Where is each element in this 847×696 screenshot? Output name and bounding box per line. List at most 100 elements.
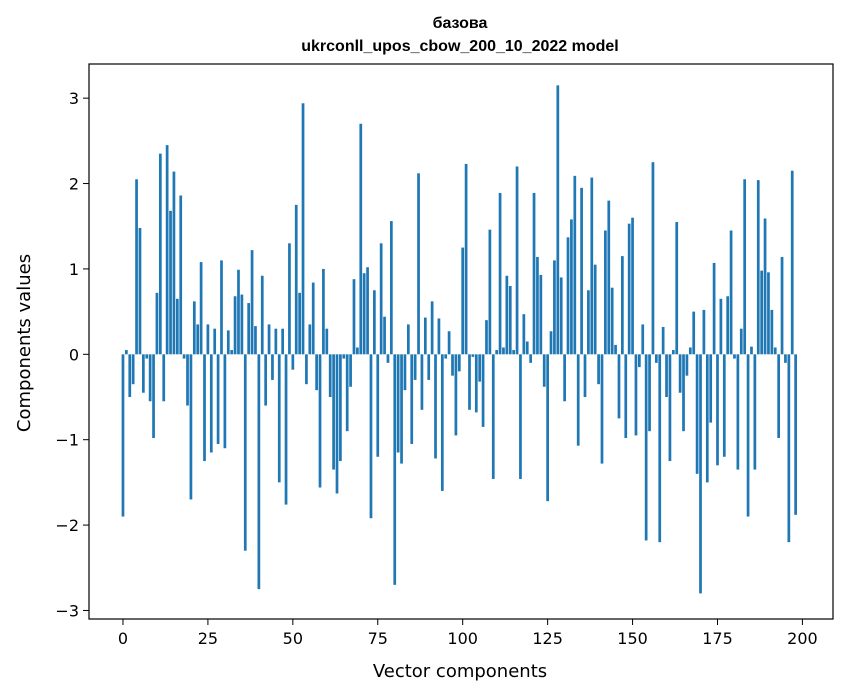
- bar-65: [342, 354, 346, 359]
- bar-20: [189, 354, 193, 500]
- bar-63: [335, 354, 339, 494]
- bar-142: [604, 230, 607, 355]
- bar-61: [328, 354, 332, 397]
- bar-11: [158, 153, 162, 355]
- bar-106: [481, 354, 485, 427]
- bar-78: [386, 354, 390, 363]
- bar-125: [546, 354, 549, 502]
- bar-154: [644, 354, 648, 541]
- bar-64: [339, 354, 342, 462]
- bar-159: [661, 326, 665, 355]
- bar-113: [505, 275, 509, 355]
- bar-18: [182, 354, 186, 359]
- bar-48: [284, 354, 288, 505]
- x-tick-label: 75: [368, 629, 388, 648]
- bar-132: [570, 219, 573, 355]
- bar-108: [488, 229, 492, 355]
- bar-189: [763, 218, 767, 355]
- bar-1: [125, 350, 128, 355]
- bar-12: [162, 354, 166, 402]
- bar-90: [427, 354, 431, 380]
- bar-44: [271, 354, 274, 380]
- bar-89: [423, 317, 427, 355]
- bar-163: [675, 221, 679, 355]
- bar-119: [525, 341, 529, 355]
- bar-166: [685, 354, 689, 376]
- y-tick-label: −3: [55, 601, 79, 620]
- bar-155: [648, 354, 651, 432]
- bar-59: [322, 268, 325, 355]
- bar-27: [213, 328, 217, 355]
- x-tick-label: 150: [617, 629, 648, 648]
- bar-107: [485, 320, 488, 355]
- bar-39: [254, 326, 257, 355]
- bar-53: [301, 103, 305, 355]
- bar-8: [148, 354, 152, 402]
- x-axis-ticks: 0 25 50 75 100 125 150 175 200: [118, 619, 818, 648]
- bar-45: [274, 328, 278, 355]
- bar-174: [712, 262, 716, 355]
- bar-66: [345, 354, 349, 432]
- bar-144: [610, 287, 614, 355]
- bar-153: [641, 324, 645, 355]
- bar-131: [566, 237, 570, 355]
- x-tick-label: 100: [447, 629, 478, 648]
- x-axis-label: Vector components: [373, 661, 547, 682]
- bar-192: [773, 347, 777, 355]
- bar-135: [580, 187, 583, 355]
- bar-162: [671, 350, 675, 355]
- bar-172: [705, 354, 709, 483]
- bar-177: [722, 354, 726, 457]
- bar-32: [230, 350, 234, 355]
- bar-121: [532, 192, 536, 355]
- bar-4: [135, 179, 138, 355]
- bar-124: [542, 354, 546, 387]
- bar-50: [291, 354, 295, 370]
- bar-197: [790, 170, 794, 355]
- bar-30: [223, 354, 227, 449]
- bar-188: [760, 270, 764, 355]
- bar-71: [362, 273, 366, 355]
- bar-81: [396, 354, 400, 453]
- bar-73: [369, 354, 373, 519]
- bar-91: [430, 301, 434, 355]
- bar-41: [260, 275, 264, 355]
- bar-38: [250, 250, 254, 355]
- bar-194: [780, 256, 784, 355]
- bar-54: [305, 354, 308, 385]
- bar-170: [699, 354, 702, 594]
- bar-148: [624, 354, 628, 438]
- bar-96: [447, 331, 451, 355]
- bar-146: [617, 354, 621, 419]
- bar-14: [169, 210, 172, 355]
- bar-110: [495, 350, 499, 355]
- bar-31: [226, 330, 230, 355]
- bar-75: [376, 354, 380, 457]
- bar-184: [746, 354, 750, 517]
- bar-102: [468, 354, 471, 410]
- bar-116: [515, 166, 519, 355]
- x-tick-label: 50: [283, 629, 303, 648]
- bar-156: [651, 162, 655, 355]
- bar-16: [175, 298, 179, 355]
- plot-frame: [88, 63, 834, 620]
- x-tick-label: 125: [532, 629, 563, 648]
- bar-186: [753, 354, 757, 470]
- bar-122: [536, 256, 539, 355]
- bar-19: [186, 354, 189, 406]
- bar-133: [573, 175, 577, 355]
- bar-21: [192, 301, 196, 355]
- bar-56: [311, 282, 315, 355]
- bar-100: [461, 247, 465, 355]
- bar-196: [787, 354, 791, 543]
- bar-164: [678, 354, 682, 393]
- x-tick-label: 25: [198, 629, 218, 648]
- bar-151: [634, 354, 638, 436]
- bar-141: [600, 354, 604, 464]
- bar-123: [539, 274, 543, 355]
- bar-52: [298, 292, 301, 355]
- bar-140: [597, 354, 600, 385]
- bars-group: [121, 85, 797, 594]
- bar-169: [695, 354, 699, 474]
- bar-76: [379, 243, 383, 355]
